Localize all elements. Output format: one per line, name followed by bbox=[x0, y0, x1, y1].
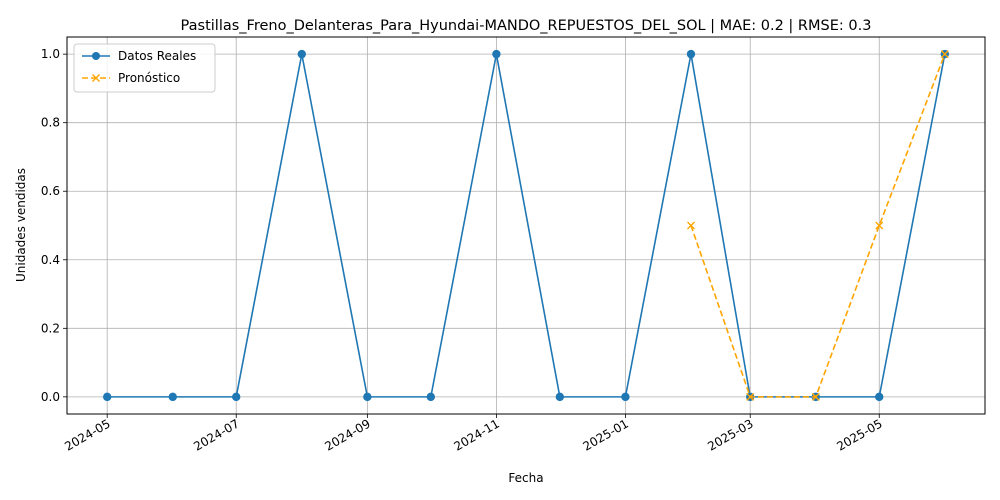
data-point bbox=[297, 49, 306, 59]
x-axis-title: Fecha bbox=[508, 471, 543, 485]
data-point bbox=[621, 392, 630, 402]
data-point bbox=[232, 392, 241, 402]
series-layer bbox=[102, 49, 950, 402]
plot-frame bbox=[66, 36, 986, 415]
data-point bbox=[875, 392, 884, 402]
legend: Datos Reales Pronóstico bbox=[73, 43, 216, 93]
data-point bbox=[102, 392, 112, 402]
grid bbox=[67, 37, 985, 414]
data-point bbox=[363, 392, 372, 402]
forecast-point bbox=[811, 392, 820, 401]
y-tick-label: 0.2 bbox=[41, 321, 60, 335]
legend-marker bbox=[92, 74, 100, 82]
data-point bbox=[686, 49, 696, 59]
y-tick-label: 0.6 bbox=[41, 184, 60, 198]
y-tick-label: 0.8 bbox=[41, 116, 60, 130]
y-axis-title: Unidades vendidas bbox=[14, 168, 28, 282]
y-tick-label: 0.4 bbox=[41, 253, 60, 267]
data-point bbox=[426, 392, 436, 402]
forecast-point bbox=[686, 221, 695, 230]
y-tick-label: 0.0 bbox=[41, 390, 60, 404]
data-point bbox=[492, 49, 501, 59]
data-point bbox=[168, 392, 177, 402]
y-tick-label: 1.0 bbox=[41, 47, 60, 61]
legend-marker bbox=[92, 52, 100, 60]
forecast-point bbox=[746, 392, 755, 401]
forecast-point bbox=[875, 221, 884, 230]
chart-title: Pastillas_Freno_Delanteras_Para_Hyundai-… bbox=[181, 18, 872, 34]
forecast-point bbox=[940, 50, 949, 59]
legend-label: Pronóstico bbox=[118, 71, 180, 85]
data-point bbox=[555, 392, 565, 402]
legend-label: Datos Reales bbox=[118, 49, 196, 63]
